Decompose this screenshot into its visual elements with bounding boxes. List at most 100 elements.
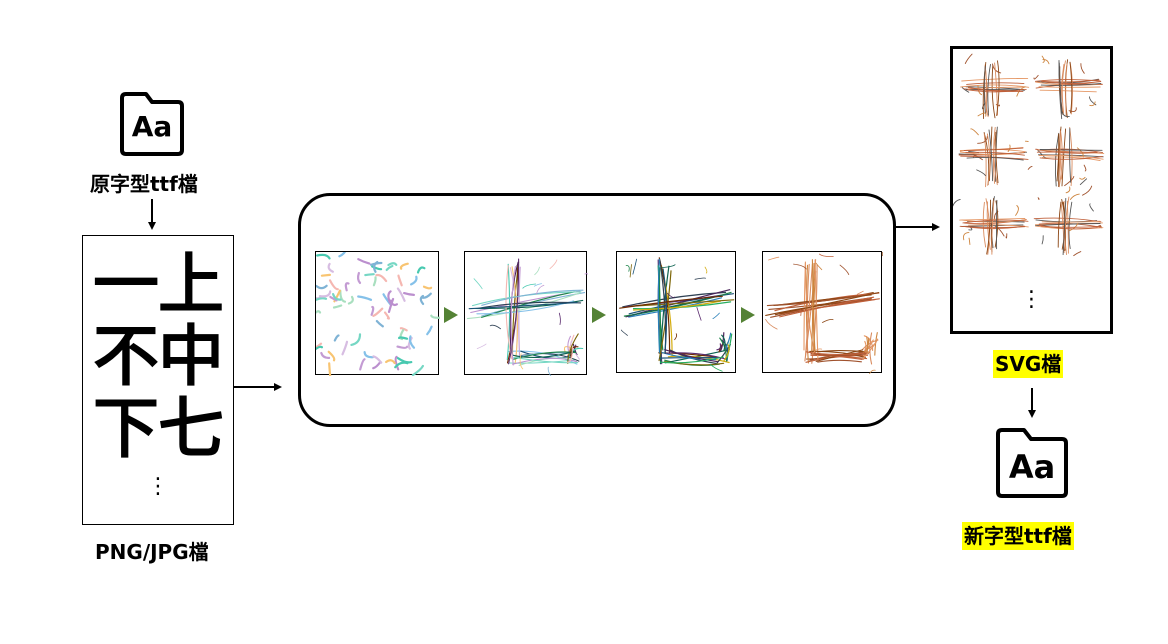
stray-stroke <box>768 256 780 261</box>
random-stroke <box>426 325 433 336</box>
output-stroke <box>1039 149 1103 151</box>
new-font-label: 新字型ttf檔 <box>962 520 1074 550</box>
glyph-stroke <box>805 351 867 356</box>
random-stroke <box>318 290 332 298</box>
glyph-stroke <box>869 332 873 365</box>
stray-stroke <box>793 263 807 270</box>
stray-stroke <box>522 283 537 289</box>
output-stroke <box>996 60 1000 117</box>
stray-stroke <box>667 293 675 298</box>
stray-stroke <box>632 258 637 275</box>
output-stroke <box>1027 166 1033 170</box>
random-stroke <box>403 292 415 296</box>
glyph-stroke <box>813 270 817 356</box>
stray-stroke <box>549 259 558 269</box>
output-stroke <box>995 131 999 184</box>
glyph-stroke <box>766 294 869 307</box>
output-stroke <box>1039 156 1103 160</box>
output-stroke <box>970 128 979 136</box>
output-stroke <box>1065 186 1071 194</box>
output-stroke <box>964 53 973 64</box>
stray-stroke <box>629 264 632 278</box>
output-stroke <box>1060 202 1065 254</box>
stray-stroke <box>704 266 708 274</box>
output-stroke <box>963 232 970 241</box>
output-stroke <box>1069 61 1073 114</box>
random-stroke <box>320 273 331 277</box>
glyph-stroke <box>481 289 584 306</box>
output-stroke <box>965 151 1025 156</box>
glyph-stroke <box>508 258 520 365</box>
glyph-stroke <box>862 338 879 359</box>
random-stroke <box>344 282 350 292</box>
glyph-stroke <box>518 266 521 358</box>
stray-stroke <box>799 309 802 316</box>
output-stroke <box>962 219 1029 224</box>
raster-glyph-sheet: 一 上 不 中 下 七 ⋮ <box>82 235 234 525</box>
random-stroke <box>372 355 383 364</box>
random-stroke <box>375 320 384 328</box>
output-stroke <box>960 84 1030 88</box>
output-stroke <box>1033 74 1039 80</box>
output-stroke <box>991 64 996 119</box>
stray-stroke <box>620 329 628 336</box>
output-stroke <box>977 135 988 144</box>
output-stroke <box>991 200 995 255</box>
glyph-stroke <box>817 359 862 363</box>
glyph-stroke <box>659 356 724 364</box>
random-stroke <box>430 314 440 319</box>
output-stroke <box>1061 128 1067 187</box>
output-stroke <box>985 198 990 255</box>
glyph-stroke <box>866 337 870 354</box>
stray-stroke <box>674 333 678 341</box>
random-stroke <box>316 284 328 290</box>
random-stroke <box>410 275 418 286</box>
output-stroke <box>986 133 991 186</box>
output-stroke <box>959 225 1026 229</box>
stray-stroke <box>694 277 706 280</box>
stray-stroke <box>489 324 501 330</box>
random-stroke <box>396 345 409 349</box>
output-stroke <box>1015 205 1019 216</box>
svg-output-label-text: SVG檔 <box>993 350 1064 378</box>
glyph-stroke <box>510 265 516 366</box>
glyph-stroke <box>724 332 732 351</box>
random-stroke <box>316 297 328 302</box>
output-stroke <box>953 198 961 207</box>
glyph-stroke <box>721 334 726 352</box>
stray-stroke <box>696 307 702 321</box>
random-stroke <box>372 276 377 287</box>
output-stroke <box>1080 63 1085 74</box>
stage-optimization-1 <box>464 251 588 376</box>
random-stroke <box>398 336 409 340</box>
output-stroke <box>1035 79 1101 82</box>
output-stroke <box>1038 154 1104 160</box>
output-stroke <box>977 112 987 117</box>
output-stroke <box>1064 175 1075 187</box>
glyph-stroke <box>774 292 880 316</box>
random-stroke <box>356 271 362 284</box>
glyph: 中 <box>158 317 224 395</box>
glyph-stroke <box>631 299 735 307</box>
output-stroke <box>1068 201 1073 250</box>
glyph-stroke <box>662 268 668 353</box>
output-stroke <box>988 129 994 182</box>
glyph-stroke <box>478 301 582 309</box>
stray-stroke <box>881 252 883 257</box>
random-stroke <box>408 335 416 349</box>
new-font-icon: Aa <box>994 428 1070 498</box>
output-stroke <box>1038 222 1101 228</box>
output-stroke <box>1058 62 1063 114</box>
output-stroke <box>968 237 971 245</box>
stray-stroke <box>533 283 542 287</box>
random-stroke <box>397 274 403 287</box>
random-stroke <box>411 364 424 376</box>
output-stroke <box>1069 127 1073 187</box>
glyph-stroke <box>619 295 723 309</box>
random-stroke <box>387 297 395 313</box>
svg-output-sheet: ⋮ <box>950 46 1113 334</box>
random-stroke <box>385 264 394 271</box>
output-stroke <box>1065 63 1068 117</box>
random-stroke <box>329 295 338 302</box>
more-glyphs-ellipsis: ⋮ <box>1020 287 1043 312</box>
